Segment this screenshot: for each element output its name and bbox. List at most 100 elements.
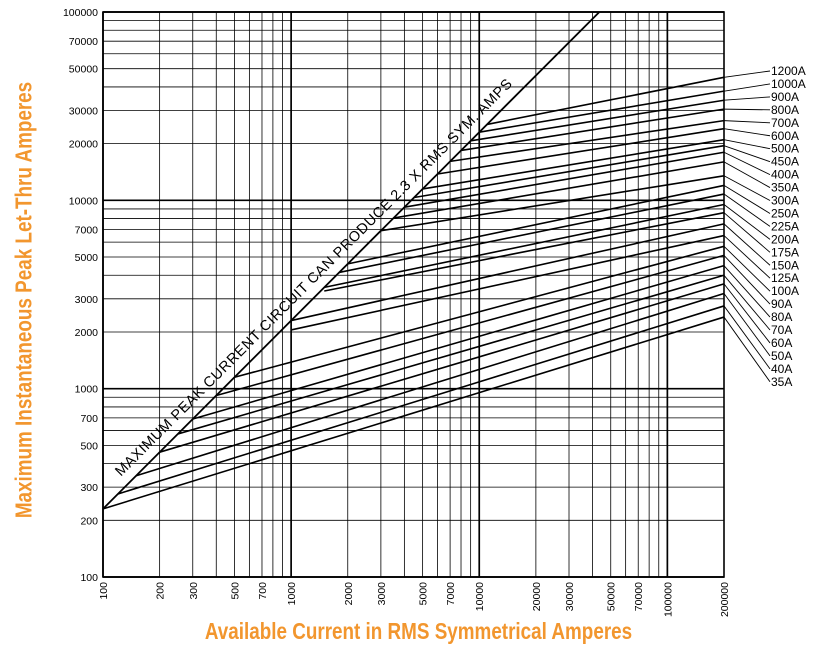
- legend-label-800A: 800A: [771, 103, 799, 117]
- series-line-70A: [177, 274, 725, 435]
- leader-line-300A: [723, 175, 771, 201]
- legend-label-225A: 225A: [771, 219, 799, 233]
- y-tick-label: 200: [80, 515, 98, 527]
- y-tick-label: 1000: [75, 384, 99, 396]
- legend-label-200A: 200A: [771, 232, 799, 246]
- series-line-200A: [324, 203, 725, 289]
- series-line-500A: [422, 138, 725, 190]
- legend-label-50A: 50A: [771, 349, 792, 363]
- leader-line-150A: [723, 223, 771, 266]
- leader-line-175A: [723, 212, 771, 253]
- legend-label-350A: 350A: [771, 181, 799, 195]
- x-tick-label: 70000: [633, 582, 645, 611]
- y-tick-label: 100: [80, 572, 98, 584]
- legend-label-600A: 600A: [771, 129, 799, 143]
- leader-line-350A: [723, 161, 771, 188]
- series-line-50A: [135, 292, 725, 477]
- y-tick-label: 700: [80, 413, 98, 425]
- x-tick-label: 1000: [286, 582, 298, 606]
- x-tick-label: 100000: [662, 582, 674, 617]
- x-axis-label: Available Current in RMS Symmetrical Amp…: [204, 618, 633, 644]
- series-line-60A: [159, 283, 725, 453]
- series-line-225A: [338, 193, 725, 274]
- y-axis-label: Maximum Instantaneous Peak Let-Thru Ampe…: [10, 81, 37, 519]
- x-tick-label: 100: [98, 582, 110, 600]
- leader-line-50A: [723, 293, 771, 357]
- leader-line-700A: [723, 120, 771, 124]
- legend-labels: 1200A1000A900A800A700A600A500A450A400A35…: [771, 64, 806, 389]
- y-tick-label: 300: [80, 482, 98, 494]
- max-current-line: [102, 11, 600, 510]
- y-tick-label: 20000: [69, 139, 98, 151]
- legend-label-250A: 250A: [771, 206, 799, 220]
- legend-leader-lines: [723, 70, 771, 383]
- legend-label-450A: 450A: [771, 155, 799, 169]
- series-line-150A: [290, 223, 725, 322]
- leader-line-450A: [723, 145, 771, 163]
- y-tick-label: 50000: [69, 64, 98, 76]
- series-line-800A: [460, 108, 725, 152]
- leader-line-70A: [723, 274, 771, 331]
- leader-line-40A: [723, 305, 771, 370]
- x-tick-label: 7000: [445, 582, 457, 606]
- series-line-1200A: [486, 76, 725, 126]
- leader-line-250A: [723, 185, 771, 214]
- series-line-450A: [413, 144, 725, 199]
- series-line-900A: [470, 99, 725, 142]
- x-tick-labels: 100 200 300 500 700 1000 2000 3000 5000 7000 10000…: [98, 582, 731, 617]
- legend-label-1200A: 1200A: [771, 64, 806, 78]
- legend-label-35A: 35A: [771, 375, 792, 389]
- leader-line-500A: [723, 139, 771, 150]
- y-tick-label: 10000: [69, 195, 98, 207]
- y-tick-label: 100000: [63, 7, 98, 19]
- y-tick-labels: 100 200 300 500 700 1000 2000 3000 5000 7000 10000…: [63, 7, 98, 584]
- series-line-40A: [117, 305, 725, 495]
- x-tick-label: 10000: [474, 582, 486, 611]
- x-tick-label: 500: [229, 582, 241, 600]
- series-line-80A: [192, 264, 725, 420]
- x-tick-label: 700: [257, 582, 269, 600]
- x-tick-label: 20000: [531, 582, 543, 611]
- series-line-125A: [290, 234, 725, 331]
- y-tick-label: 7000: [75, 225, 99, 237]
- y-tick-label: 5000: [75, 252, 99, 264]
- leader-line-600A: [723, 128, 771, 137]
- x-tick-label: 200: [155, 582, 167, 600]
- x-tick-label: 200000: [719, 582, 731, 617]
- x-tick-label: 30000: [564, 582, 576, 611]
- legend-label-70A: 70A: [771, 323, 792, 337]
- leader-line-90A: [723, 255, 771, 305]
- legend-label-100A: 100A: [771, 284, 799, 298]
- max-current-line-group: MAXIMUM PEAK CURRENT CIRCUIT CAN PRODUCE…: [102, 11, 600, 510]
- legend-label-175A: 175A: [771, 245, 799, 259]
- y-tick-label: 70000: [69, 36, 98, 48]
- leader-line-400A: [723, 151, 771, 176]
- leader-line-800A: [723, 108, 771, 111]
- leader-line-200A: [723, 204, 771, 240]
- series-line-700A: [449, 119, 725, 163]
- y-tick-label: 500: [80, 440, 98, 452]
- y-tick-label: 3000: [75, 294, 99, 306]
- legend-label-80A: 80A: [771, 310, 792, 324]
- legend-label-700A: 700A: [771, 116, 799, 130]
- legend-label-500A: 500A: [771, 142, 799, 156]
- legend-label-125A: 125A: [771, 271, 799, 285]
- series-line-350A: [393, 161, 725, 219]
- leader-line-1000A: [723, 83, 771, 92]
- legend-label-900A: 900A: [771, 90, 799, 104]
- y-tick-label: 2000: [75, 327, 99, 339]
- series-line-1000A: [479, 90, 725, 133]
- max-current-annotation: MAXIMUM PEAK CURRENT CIRCUIT CAN PRODUCE…: [112, 76, 516, 480]
- leader-line-125A: [723, 235, 771, 279]
- x-tick-label: 3000: [376, 582, 388, 606]
- y-tick-label: 30000: [69, 105, 98, 117]
- x-tick-label: 300: [188, 582, 200, 600]
- series-line-35A: [102, 316, 725, 510]
- legend-label-40A: 40A: [771, 362, 792, 376]
- legend-label-60A: 60A: [771, 336, 792, 350]
- legend-label-400A: 400A: [771, 168, 799, 182]
- legend-label-1000A: 1000A: [771, 77, 806, 91]
- leader-line-35A: [723, 316, 771, 383]
- series-line-250A: [347, 184, 725, 265]
